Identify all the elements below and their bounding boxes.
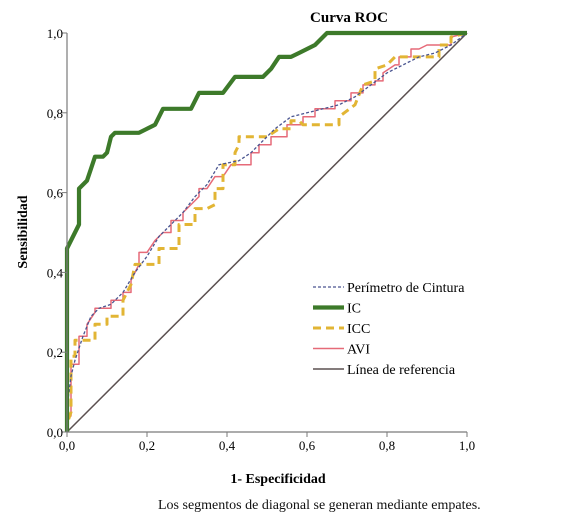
x-tick-label: 0,4: [219, 438, 236, 453]
x-tick-label: 0,8: [379, 438, 395, 453]
x-tick-label: 0,0: [59, 438, 75, 453]
legend-label: IC: [347, 302, 361, 317]
series-line-ic: [64, 30, 467, 432]
legend-label: AVI: [347, 343, 370, 358]
y-tick-label: 0,8: [47, 106, 63, 121]
series-line-l-nea-de-referencia: [66, 32, 468, 433]
x-tick-label: 0,2: [139, 438, 155, 453]
series-line-avi: [66, 32, 468, 432]
x-tick-label: 0,6: [299, 438, 316, 453]
y-tick-label: 0,2: [47, 345, 63, 360]
y-axis-title: Sensibilidad: [16, 195, 31, 268]
series-line-icc: [65, 31, 468, 432]
x-axis-title: 1- Especificidad: [230, 472, 325, 487]
y-tick-label: 1,0: [47, 26, 63, 41]
y-tick-label: 0,4: [47, 265, 64, 280]
legend-label: Perímetro de Cintura: [347, 281, 465, 296]
series-line-per-metro-de-cintura: [66, 32, 468, 432]
x-tick-label: 1,0: [459, 438, 475, 453]
legend-label: Línea de referencia: [347, 363, 456, 378]
y-tick-label: 0,6: [47, 186, 64, 201]
chart-title: Curva ROC: [310, 10, 388, 26]
axes: 0,0 0,2 0,4 0,6 0,8 1,0 0,0 0,2 0,4 0,6 0,8 1,0: [47, 26, 475, 453]
chart-footnote: Los segmentos de diagonal se generan med…: [158, 498, 481, 513]
plot-area: [64, 30, 468, 433]
legend: Perímetro de Cintura IC ICC AVI Línea de ref…: [313, 281, 465, 378]
y-tick-label: 0,0: [47, 425, 63, 440]
legend-label: ICC: [347, 322, 370, 337]
